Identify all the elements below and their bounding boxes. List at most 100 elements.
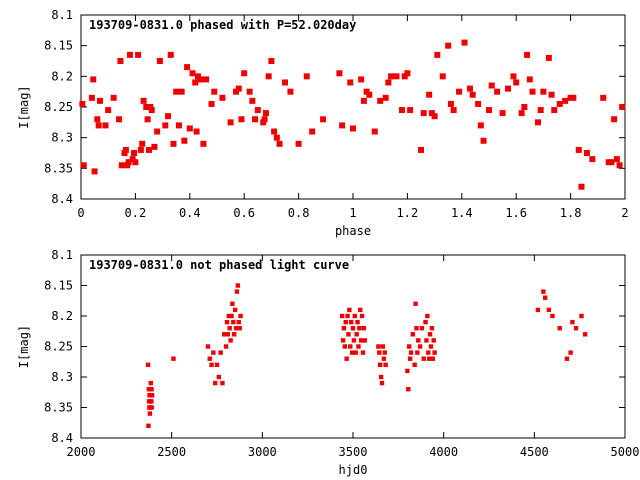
data-point: [355, 319, 360, 325]
data-point: [137, 146, 144, 153]
data-point: [366, 91, 373, 98]
data-point: [309, 128, 316, 135]
data-point: [429, 326, 435, 331]
data-point: [340, 338, 346, 343]
data-point: [499, 110, 506, 117]
x-tick-label: 1.6: [505, 206, 527, 220]
data-point: [348, 344, 353, 349]
data-point: [235, 85, 242, 92]
data-point: [575, 146, 582, 153]
data-point: [388, 73, 395, 80]
data-point: [360, 97, 367, 104]
data-point: [126, 51, 133, 58]
data-point: [226, 313, 231, 319]
data-point: [205, 344, 211, 349]
data-point: [287, 88, 294, 95]
data-point: [261, 116, 268, 123]
data-point: [477, 122, 484, 129]
data-point: [122, 146, 129, 153]
data-point: [537, 107, 544, 114]
data-point: [526, 76, 533, 83]
data-point: [80, 162, 87, 169]
data-point: [339, 122, 346, 129]
data-point: [252, 116, 259, 123]
plot-frame: [80, 254, 626, 439]
data-point: [427, 332, 433, 337]
data-point: [88, 94, 95, 101]
x-tick-label: 1.4: [451, 206, 473, 220]
data-point: [431, 113, 438, 120]
data-point: [79, 100, 86, 107]
data-point: [510, 73, 517, 80]
data-point: [149, 387, 154, 392]
y-tick-label: 8.3: [51, 370, 73, 384]
data-point: [407, 356, 413, 361]
data-point: [393, 73, 400, 80]
data-point: [418, 146, 424, 153]
data-point: [362, 338, 367, 343]
data-point: [336, 70, 343, 77]
data-point: [447, 100, 454, 107]
data-point: [147, 104, 154, 110]
data-point: [562, 97, 569, 104]
x-tick-label: 0.2: [125, 206, 147, 220]
data-point: [162, 122, 169, 129]
data-point: [535, 307, 541, 313]
plot-frame: [80, 14, 626, 200]
data-point: [416, 338, 421, 343]
data-point: [583, 150, 590, 156]
data-point: [90, 76, 97, 83]
data-point: [381, 356, 387, 361]
data-point: [573, 326, 579, 331]
data-point: [551, 107, 558, 114]
data-point: [450, 107, 457, 114]
y-tick-label: 8.2: [51, 69, 73, 83]
data-point: [410, 332, 416, 337]
data-point: [223, 344, 229, 349]
y-tick-label: 8.35: [44, 161, 73, 175]
data-point: [380, 344, 386, 349]
data-point: [220, 380, 225, 386]
data-point: [146, 423, 151, 428]
y-tick-label: 8.35: [44, 401, 73, 415]
y-tick-label: 8.25: [44, 340, 73, 354]
data-point: [147, 411, 153, 416]
data-point: [129, 156, 136, 163]
data-point: [383, 362, 388, 367]
data-point: [357, 326, 362, 331]
data-point: [102, 122, 109, 129]
y-tick-label: 8.1: [51, 8, 73, 22]
data-point: [231, 319, 236, 325]
data-point: [194, 73, 201, 80]
data-point: [236, 319, 241, 325]
data-point: [339, 313, 345, 319]
data-point: [235, 283, 241, 288]
data-point: [135, 51, 142, 58]
data-point: [212, 380, 218, 386]
x-tick-label: 0.8: [288, 206, 310, 220]
y-tick-label: 8.3: [51, 131, 73, 145]
data-point: [344, 356, 349, 361]
data-point: [197, 76, 204, 83]
data-point: [246, 88, 253, 95]
x-tick-label: 0.4: [179, 206, 201, 220]
data-point: [445, 42, 452, 49]
data-point: [232, 332, 237, 337]
x-tick-label: 4500: [520, 445, 549, 459]
data-point: [276, 140, 283, 147]
unphased-light-curve-panel: 2000 2500 3000 3500 4000 4500 5000 8.1 8.15 8.2 8.…: [17, 248, 639, 477]
data-point: [494, 88, 501, 95]
x-tick-label: 5000: [611, 445, 640, 459]
data-point: [131, 150, 138, 156]
data-point: [534, 119, 541, 126]
data-point: [505, 85, 512, 92]
data-point: [358, 338, 364, 343]
data-point: [423, 319, 428, 325]
data-point: [564, 356, 570, 361]
x-tick-label: 3000: [248, 445, 277, 459]
data-point: [193, 128, 200, 135]
data-point: [430, 356, 435, 361]
data-point: [557, 326, 562, 331]
data-point: [377, 350, 382, 355]
